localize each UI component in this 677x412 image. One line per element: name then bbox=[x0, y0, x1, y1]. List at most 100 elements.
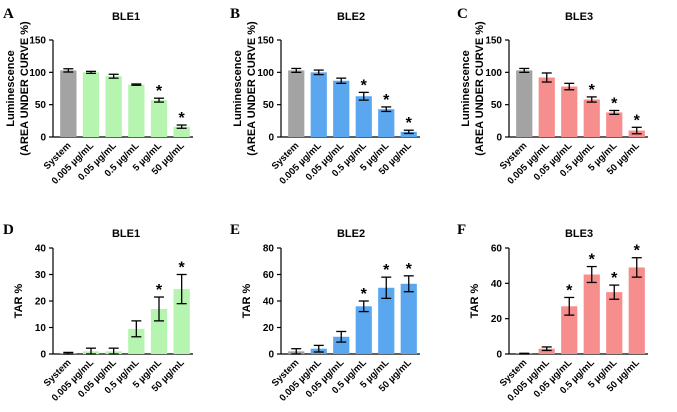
y-tick-label: 40 bbox=[35, 244, 47, 255]
panel-letter: E bbox=[230, 222, 240, 238]
y-tick-label: 40 bbox=[491, 279, 503, 290]
significance-star: * bbox=[361, 77, 368, 94]
bar-3 bbox=[333, 80, 350, 137]
panel-b: B BLE2 Luminescence (AREA UNDER CURVE %) 0 50… bbox=[230, 6, 420, 187]
chart-title: BLE1 bbox=[112, 11, 140, 23]
bar-1 bbox=[516, 70, 533, 137]
bar-4 bbox=[583, 274, 600, 354]
bar-5 bbox=[150, 308, 168, 354]
y-tick-label: 150 bbox=[29, 36, 46, 47]
significance-star: * bbox=[179, 260, 186, 277]
significance-star: * bbox=[156, 83, 163, 100]
y-axis-label: (AREA UNDER CURVE %) bbox=[19, 21, 31, 156]
bar-1 bbox=[60, 70, 77, 137]
bar-3 bbox=[105, 76, 122, 137]
chart-title: BLE3 bbox=[565, 228, 593, 240]
y-tick-label: 10 bbox=[35, 323, 47, 334]
significance-star: * bbox=[589, 82, 596, 99]
bar-6 bbox=[173, 126, 190, 137]
bar-6 bbox=[400, 283, 417, 354]
bar-5 bbox=[378, 287, 395, 354]
bar-1 bbox=[288, 70, 305, 137]
y-axis-label: (AREA UNDER CURVE %) bbox=[474, 21, 486, 156]
bar-6 bbox=[173, 289, 190, 354]
significance-star: * bbox=[406, 115, 413, 132]
bar-2 bbox=[538, 77, 555, 137]
bar-3 bbox=[333, 336, 350, 354]
significance-star: * bbox=[156, 282, 163, 299]
significance-star: * bbox=[611, 95, 618, 112]
bar-2 bbox=[538, 348, 555, 354]
panel-c: C BLE3 Luminescence (AREA UNDER CURVE %) 0 50… bbox=[457, 6, 648, 187]
significance-star: * bbox=[383, 92, 390, 109]
significance-star: * bbox=[611, 270, 618, 287]
y-tick-label: 60 bbox=[263, 270, 275, 281]
y-axis-label: Luminescence bbox=[232, 50, 244, 126]
chart-title: BLE2 bbox=[337, 228, 365, 240]
y-tick-label: 20 bbox=[263, 323, 275, 334]
significance-star: * bbox=[566, 282, 573, 299]
bar-5 bbox=[150, 100, 168, 137]
bar-4 bbox=[583, 99, 600, 137]
y-axis-label: (AREA UNDER CURVE %) bbox=[246, 21, 258, 156]
y-tick-label: 30 bbox=[35, 270, 47, 281]
significance-star: * bbox=[634, 112, 641, 129]
y-tick-label: 0 bbox=[496, 133, 502, 144]
y-tick-label: 80 bbox=[263, 244, 275, 255]
y-tick-label: 150 bbox=[485, 36, 502, 47]
panel-letter: B bbox=[230, 6, 240, 22]
y-tick-label: 60 bbox=[491, 244, 503, 255]
y-tick-label: 0 bbox=[268, 133, 274, 144]
bar-4 bbox=[128, 84, 145, 137]
y-axis-label: Luminescence bbox=[5, 50, 17, 126]
y-tick-label: 0 bbox=[496, 350, 502, 361]
bar-4 bbox=[355, 306, 372, 354]
y-tick-label: 50 bbox=[263, 100, 275, 111]
panel-letter: F bbox=[457, 222, 466, 238]
significance-star: * bbox=[383, 262, 390, 279]
y-tick-label: 20 bbox=[35, 297, 47, 308]
significance-star: * bbox=[361, 286, 368, 303]
bar-5 bbox=[606, 112, 623, 137]
y-axis-label: TAR % bbox=[241, 283, 253, 318]
bar-6 bbox=[400, 131, 417, 137]
bar-3 bbox=[561, 306, 578, 354]
y-tick-label: 20 bbox=[491, 314, 503, 325]
panel-letter: C bbox=[457, 6, 468, 22]
significance-star: * bbox=[406, 261, 413, 278]
y-tick-label: 50 bbox=[491, 100, 503, 111]
panel-a: A BLE1 Luminescence (AREA UNDER CURVE %) 0 50… bbox=[3, 6, 193, 187]
significance-star: * bbox=[589, 252, 596, 269]
chart-title: BLE3 bbox=[565, 11, 593, 23]
y-tick-label: 100 bbox=[485, 68, 502, 79]
y-tick-label: 0 bbox=[40, 133, 46, 144]
chart-title: BLE2 bbox=[337, 11, 365, 23]
bar-5 bbox=[606, 292, 623, 354]
y-tick-label: 0 bbox=[40, 350, 46, 361]
y-axis-label: TAR % bbox=[13, 283, 25, 318]
y-tick-label: 0 bbox=[268, 350, 274, 361]
significance-star: * bbox=[634, 243, 641, 260]
y-tick-label: 50 bbox=[35, 100, 47, 111]
y-tick-label: 150 bbox=[257, 36, 274, 47]
y-tick-label: 100 bbox=[29, 68, 46, 79]
bar-5 bbox=[378, 109, 395, 137]
bar-3 bbox=[561, 86, 578, 137]
y-tick-label: 100 bbox=[257, 68, 274, 79]
chart-title: BLE1 bbox=[112, 228, 140, 240]
panel-letter: D bbox=[3, 222, 14, 238]
y-axis-label: TAR % bbox=[469, 283, 481, 318]
panel-letter: A bbox=[3, 6, 14, 22]
bar-4 bbox=[355, 96, 372, 137]
bar-2 bbox=[310, 72, 327, 137]
bar-6 bbox=[628, 267, 645, 354]
bar-4 bbox=[128, 328, 145, 354]
y-tick-label: 40 bbox=[263, 297, 275, 308]
y-axis-label: Luminescence bbox=[460, 50, 472, 126]
significance-star: * bbox=[179, 110, 186, 127]
bar-2 bbox=[82, 72, 100, 137]
